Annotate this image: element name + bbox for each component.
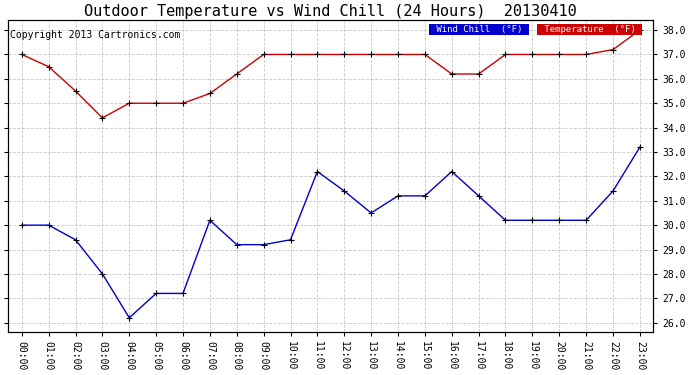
Title: Outdoor Temperature vs Wind Chill (24 Hours)  20130410: Outdoor Temperature vs Wind Chill (24 Ho… [84, 4, 578, 19]
Text: Temperature  (°F): Temperature (°F) [538, 25, 640, 34]
Text: Copyright 2013 Cartronics.com: Copyright 2013 Cartronics.com [10, 30, 180, 40]
Text: Wind Chill  (°F): Wind Chill (°F) [431, 25, 528, 34]
